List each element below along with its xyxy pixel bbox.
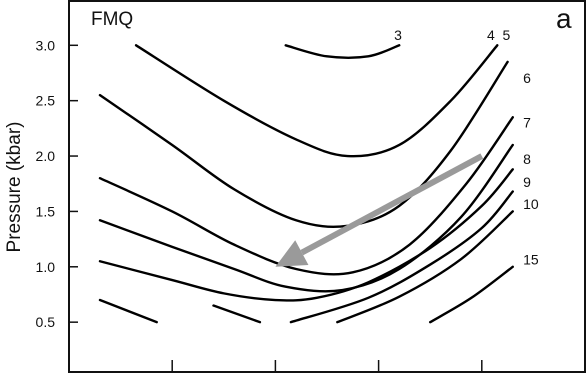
contour-label: 3 bbox=[394, 27, 402, 43]
contour-label: 5 bbox=[502, 27, 510, 43]
contour-9 bbox=[289, 190, 514, 324]
contour-label: 15 bbox=[523, 252, 539, 268]
fmq-annotation: FMQ bbox=[91, 9, 133, 30]
contour-label: 6 bbox=[523, 70, 531, 86]
contour-lines bbox=[98, 44, 514, 324]
contour-label: 4 bbox=[487, 27, 495, 43]
contour-6 bbox=[98, 116, 514, 276]
plot-frame bbox=[68, 0, 586, 373]
contour-4 bbox=[134, 44, 499, 158]
contour-label: 8 bbox=[523, 151, 531, 167]
y-tick-label: 2.0 bbox=[36, 148, 56, 164]
contour-15 bbox=[429, 265, 514, 324]
contour-labels: 3 4 5 6 7 8 9 10 15 bbox=[394, 27, 539, 268]
contour-10 bbox=[336, 210, 514, 324]
y-tick-label: 2.5 bbox=[36, 93, 56, 109]
x-axis bbox=[171, 360, 483, 372]
contour-5 bbox=[98, 60, 509, 229]
y-tick-label: 0.5 bbox=[36, 314, 56, 330]
contour-9 bbox=[212, 304, 262, 324]
contour-9 bbox=[98, 298, 158, 324]
contour-3 bbox=[284, 44, 401, 59]
contour-8 bbox=[98, 168, 514, 302]
contour-label: 7 bbox=[523, 114, 531, 130]
arrow-shaft bbox=[300, 153, 484, 256]
y-tick-label: 3.0 bbox=[36, 37, 56, 53]
y-tick-label: 1.5 bbox=[36, 203, 56, 219]
contour-label: 10 bbox=[523, 196, 539, 212]
panel-label: a bbox=[556, 3, 572, 34]
arrow-head bbox=[275, 240, 309, 267]
y-tick-label: 1.0 bbox=[36, 259, 56, 275]
y-axis: 0.5 1.0 1.5 2.0 2.5 3.0 bbox=[36, 37, 78, 330]
contour-7 bbox=[98, 143, 514, 293]
y-axis-label: Pressure (kbar) bbox=[4, 122, 25, 253]
contour-label: 9 bbox=[523, 174, 531, 190]
trend-arrow bbox=[275, 153, 484, 267]
